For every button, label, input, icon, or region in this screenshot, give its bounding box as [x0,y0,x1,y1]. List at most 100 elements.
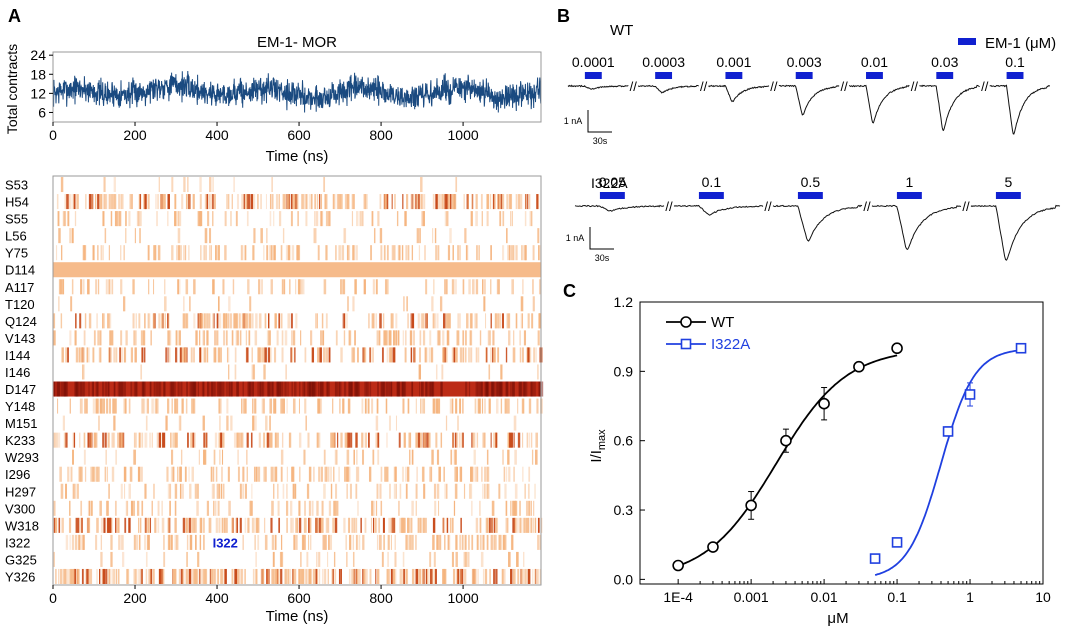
heatmap-row-label: Q124 [5,314,37,329]
heatmap-stripe [170,381,174,397]
heatmap-stripe [493,432,496,448]
heatmap-stripe [465,347,467,363]
heatmap-stripe [208,194,211,210]
contacts-x-tick-label: 800 [369,127,393,143]
heatmap-stripe [385,381,389,397]
heatmap-stripe [220,398,222,414]
heatmap-stripe [510,432,514,448]
heatmap-stripe [212,177,214,193]
heatmap-row-G325 [53,551,525,567]
heatmap-stripe [406,194,409,210]
heatmap-stripe [471,534,474,550]
heatmap-stripe [523,551,525,567]
heatmap-stripe [226,347,229,363]
heatmap-stripe [437,398,439,414]
heatmap-stripe [163,534,165,550]
heatmap-stripe [495,432,497,448]
heatmap-stripe [479,381,482,397]
heatmap-stripe [77,381,80,397]
heatmap-stripe [436,483,440,499]
heatmap-stripe [404,347,407,363]
heatmap-stripe [388,381,391,397]
heatmap-stripe [451,517,454,533]
heatmap-stripe [165,415,168,431]
heatmap-stripe [108,483,110,499]
heatmap-stripe [315,517,318,533]
heatmap-stripe [133,330,135,346]
heatmap-stripe [277,568,280,584]
heatmap-stripe [237,449,239,465]
heatmap-stripe [380,500,383,516]
heatmap-stripe [227,347,230,363]
heatmap-stripe [100,517,103,533]
heatmap-stripe [213,568,216,584]
heatmap-stripe [292,466,294,482]
heatmap-stripe [95,279,97,295]
heatmap-stripe [175,211,177,227]
heatmap-stripe [83,534,85,550]
heatmap-stripe [182,347,185,363]
heatmap-stripe [237,466,240,482]
mut-conc-label: 0.05 [599,174,626,190]
heatmap-stripe [148,279,150,295]
heatmap-stripe [122,534,124,550]
heatmap-stripe [294,534,297,550]
heatmap-stripe [482,279,484,295]
heatmap-stripe [537,517,540,533]
heatmap-stripe [105,568,108,584]
heatmap-stripe [513,466,515,482]
heatmap-stripe [360,517,362,533]
heatmap-stripe [513,500,516,516]
heatmap-stripe [442,330,445,346]
heatmap-stripe [113,415,116,431]
heatmap-stripe [171,177,174,193]
heatmap-stripe [451,347,454,363]
heatmap-stripe [386,279,390,295]
heatmap-stripe [293,381,297,397]
heatmap-stripe [515,194,518,210]
heatmap-stripe [411,568,415,584]
heatmap-stripe [255,466,258,482]
heatmap-stripe [61,279,64,295]
heatmap-stripe [446,330,449,346]
heatmap-stripe [342,398,344,414]
heatmap-stripe [196,483,199,499]
panel-label-a: A [8,6,21,26]
heatmap-stripe [129,194,131,210]
heatmap-stripe [415,483,418,499]
heatmap-stripe [286,517,288,533]
heatmap-stripe [241,398,243,414]
heatmap-stripe [316,500,319,516]
dose-point-I322A [1015,342,1027,354]
heatmap-stripe [377,449,380,465]
heatmap-stripe [391,245,395,261]
heatmap-stripe [519,330,521,346]
heatmap-stripe [214,347,217,363]
heatmap-stripe [194,381,196,397]
heatmap-stripe [422,330,426,346]
heatmap-stripe [121,432,124,448]
heatmap-stripe [353,517,356,533]
heatmap-stripe [342,279,346,295]
heatmap-stripe [411,500,414,516]
heatmap-stripe [201,313,204,329]
heatmap-stripe [164,279,166,295]
heatmap-stripe [222,279,225,295]
heatmap-stripe [254,534,256,550]
heatmap-stripe [344,313,346,329]
heatmap-stripe [100,500,102,516]
heatmap-stripe [248,517,250,533]
heatmap-stripe [284,381,287,397]
dose-y-label-sub: max [596,429,608,450]
heatmap-stripe [216,245,220,261]
heatmap-stripe [296,245,298,261]
heatmap-stripe [295,517,298,533]
heatmap-stripe [239,517,242,533]
heatmap-stripe [326,517,330,533]
heatmap-stripe [340,279,342,295]
heatmap-stripe [269,194,272,210]
heatmap-stripe [97,279,100,295]
heatmap-stripe [389,483,391,499]
heatmap-stripe [219,449,221,465]
heatmap-stripe [292,568,295,584]
